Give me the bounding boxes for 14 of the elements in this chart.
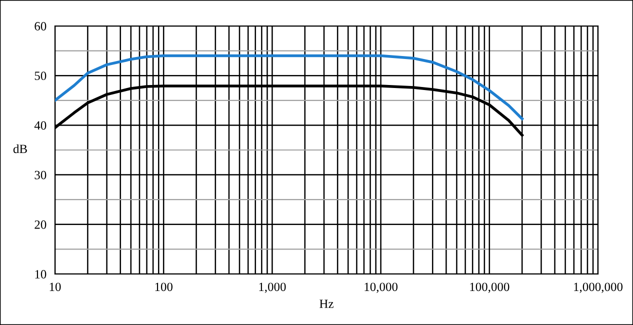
y-tick-label: 10 bbox=[35, 270, 46, 278]
x-tick-label: 100 bbox=[155, 282, 172, 292]
x-axis-title: Hz bbox=[320, 300, 334, 308]
x-tick-label: 10 bbox=[50, 282, 61, 292]
y-tick-label: 60 bbox=[34, 22, 46, 30]
y-tick-label: 30 bbox=[34, 170, 46, 180]
x-tick-label: 10,000 bbox=[364, 282, 398, 293]
x-tick-label: 1,000 bbox=[259, 282, 286, 293]
x-tick-label: 1,000,000 bbox=[574, 282, 623, 293]
y-tick-label: 40 bbox=[34, 121, 46, 130]
y-tick-label: 20 bbox=[34, 220, 46, 229]
y-axis-title: dB bbox=[13, 144, 27, 154]
x-tick-label: 100,000 bbox=[470, 282, 510, 293]
y-tick-label: 50 bbox=[34, 72, 46, 80]
